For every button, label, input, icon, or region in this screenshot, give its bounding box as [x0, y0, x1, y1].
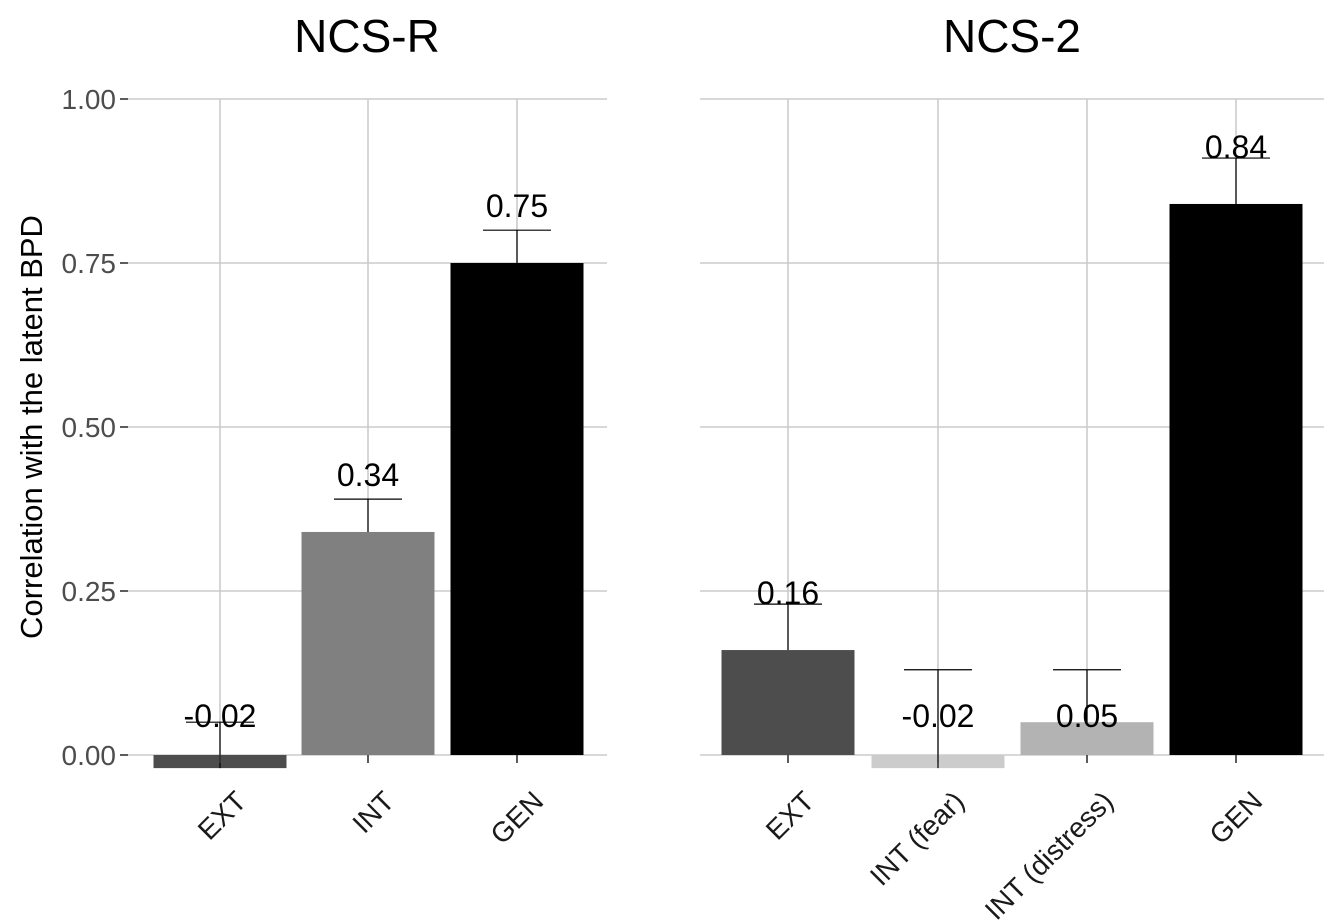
- bar: [721, 650, 855, 755]
- x-tick-label: INT: [346, 785, 400, 839]
- y-axis-label: Correlation with the latent BPD: [14, 215, 49, 639]
- bar: [301, 531, 435, 755]
- panel-ncs-r: NCS-R 0.00 0.25 0.50 0.75 1.00 -0.02 EXT 0.34 IN…: [62, 10, 607, 850]
- data-label: -0.02: [184, 698, 257, 734]
- x-tick-label: EXT: [760, 785, 820, 845]
- data-label: -0.02: [902, 698, 975, 734]
- y-tick-label: 1.00: [62, 84, 117, 115]
- panel-title: NCS-R: [294, 10, 440, 62]
- data-label: 0.34: [337, 457, 399, 493]
- panel-title: NCS-2: [943, 10, 1081, 62]
- x-tick-label: GEN: [484, 785, 549, 850]
- x-tick-label: GEN: [1203, 785, 1268, 850]
- panel-ncs-2: NCS-2 0.16 EXT -0.02 INT (fear) 0.05 INT (dis…: [700, 10, 1324, 923]
- x-tick-label: INT (distress): [979, 785, 1119, 923]
- bar: [1020, 722, 1154, 755]
- bar: [450, 263, 584, 755]
- x-tick-label: EXT: [192, 785, 252, 845]
- data-label: 0.05: [1056, 698, 1118, 734]
- y-tick-label: 0.25: [62, 576, 117, 607]
- x-tick-label: INT (fear): [864, 785, 970, 891]
- data-label: 0.16: [757, 575, 819, 611]
- y-tick-label: 0.00: [62, 740, 117, 771]
- data-label: 0.75: [486, 188, 548, 224]
- y-tick-label: 0.50: [62, 412, 117, 443]
- bar: [1169, 203, 1303, 755]
- y-tick-label: 0.75: [62, 248, 117, 279]
- data-label: 0.84: [1205, 129, 1267, 165]
